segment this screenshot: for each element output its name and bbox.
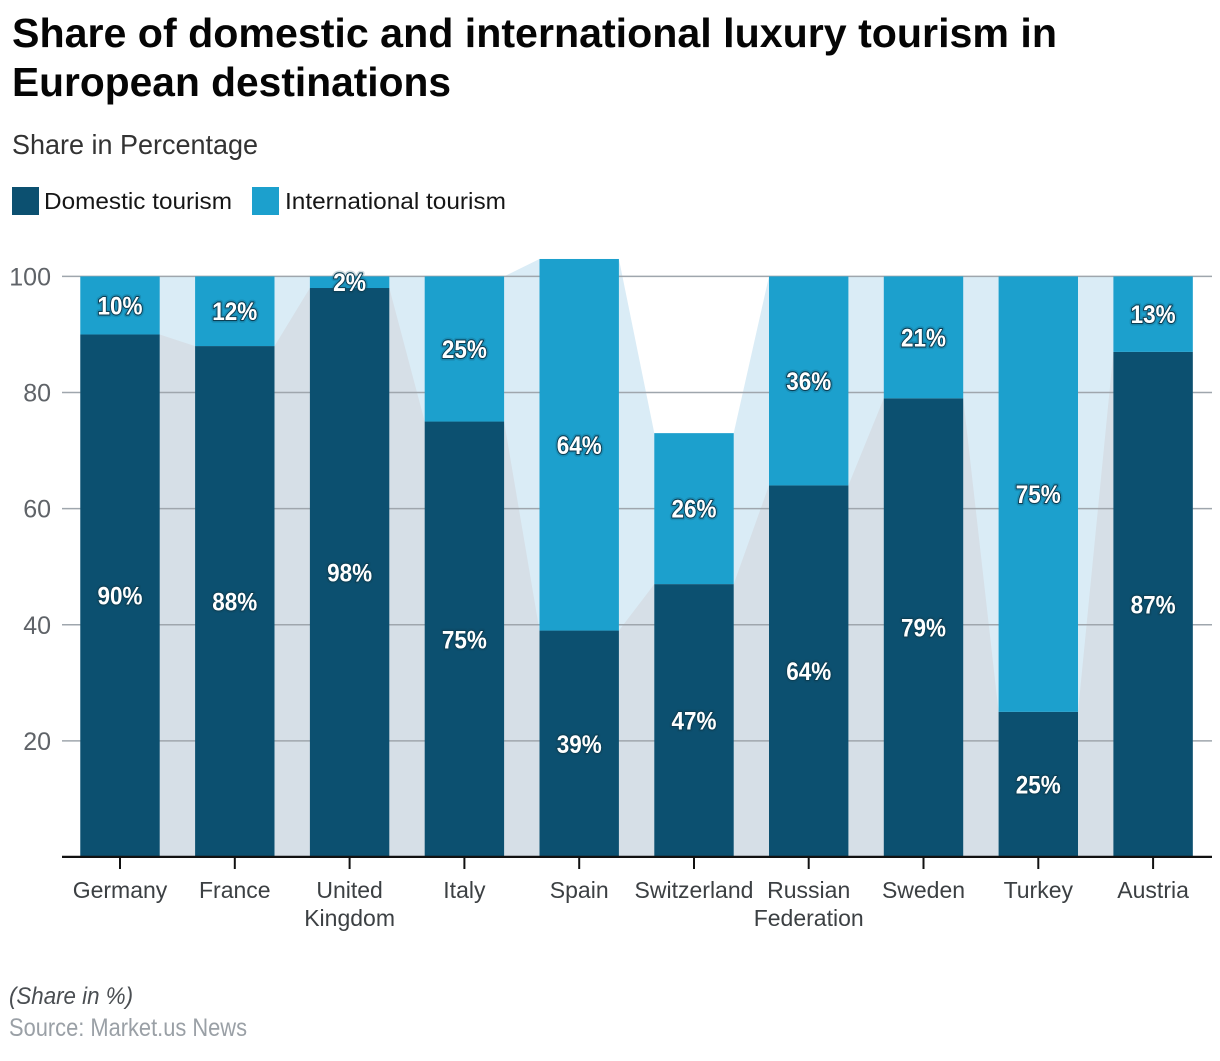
- svg-text:75%: 75%: [1016, 481, 1061, 509]
- svg-text:80: 80: [23, 380, 51, 408]
- svg-text:75%: 75%: [442, 626, 487, 654]
- svg-text:26%: 26%: [672, 496, 717, 524]
- svg-text:75%: 75%: [1016, 481, 1061, 509]
- svg-text:36%: 36%: [786, 368, 831, 396]
- svg-text:90%: 90%: [98, 583, 143, 611]
- svg-text:88%: 88%: [212, 589, 257, 617]
- svg-text:64%: 64%: [786, 658, 831, 686]
- svg-text:2%: 2%: [333, 269, 366, 297]
- svg-text:12%: 12%: [212, 298, 257, 326]
- svg-text:40: 40: [23, 612, 51, 640]
- svg-text:Spain: Spain: [550, 877, 609, 903]
- svg-text:64%: 64%: [557, 432, 602, 460]
- svg-text:47%: 47%: [672, 708, 717, 736]
- svg-text:Source: Market.us News: Source: Market.us News: [9, 1014, 247, 1042]
- svg-text:10%: 10%: [98, 292, 143, 320]
- svg-text:European destinations: European destinations: [12, 59, 451, 105]
- svg-text:39%: 39%: [557, 731, 602, 759]
- svg-text:(Share in %): (Share in %): [9, 983, 133, 1010]
- svg-text:87%: 87%: [1131, 591, 1176, 619]
- svg-text:60: 60: [23, 496, 51, 524]
- svg-text:Kingdom: Kingdom: [304, 905, 395, 931]
- svg-text:Switzerland: Switzerland: [635, 877, 754, 903]
- svg-text:Domestic tourism: Domestic tourism: [44, 188, 232, 214]
- svg-text:100: 100: [9, 263, 51, 291]
- svg-text:47%: 47%: [672, 708, 717, 736]
- svg-text:90%: 90%: [98, 583, 143, 611]
- svg-text:13%: 13%: [1131, 301, 1176, 329]
- svg-text:64%: 64%: [786, 658, 831, 686]
- svg-text:United: United: [316, 877, 382, 903]
- svg-text:25%: 25%: [442, 336, 487, 364]
- svg-text:Austria: Austria: [1117, 877, 1189, 903]
- svg-text:Share in Percentage: Share in Percentage: [12, 129, 258, 160]
- svg-text:Germany: Germany: [73, 877, 168, 903]
- svg-text:Russian: Russian: [767, 877, 850, 903]
- svg-text:98%: 98%: [327, 560, 372, 588]
- svg-text:39%: 39%: [557, 731, 602, 759]
- svg-text:Turkey: Turkey: [1004, 877, 1074, 903]
- svg-text:36%: 36%: [786, 368, 831, 396]
- svg-text:Federation: Federation: [754, 905, 864, 931]
- svg-text:64%: 64%: [557, 432, 602, 460]
- svg-text:79%: 79%: [901, 615, 946, 643]
- svg-text:21%: 21%: [901, 324, 946, 352]
- svg-text:13%: 13%: [1131, 301, 1176, 329]
- svg-text:98%: 98%: [327, 560, 372, 588]
- svg-text:Sweden: Sweden: [882, 877, 965, 903]
- svg-text:Italy: Italy: [443, 877, 486, 903]
- svg-text:12%: 12%: [212, 298, 257, 326]
- svg-text:25%: 25%: [1016, 771, 1061, 799]
- svg-text:Share of domestic and internat: Share of domestic and international luxu…: [12, 10, 1057, 56]
- svg-text:21%: 21%: [901, 324, 946, 352]
- svg-text:87%: 87%: [1131, 591, 1176, 619]
- svg-text:26%: 26%: [672, 496, 717, 524]
- svg-text:79%: 79%: [901, 615, 946, 643]
- svg-text:International tourism: International tourism: [285, 188, 506, 214]
- svg-text:25%: 25%: [1016, 771, 1061, 799]
- svg-text:10%: 10%: [98, 292, 143, 320]
- svg-text:France: France: [199, 877, 271, 903]
- svg-text:25%: 25%: [442, 336, 487, 364]
- svg-text:2%: 2%: [333, 269, 366, 297]
- svg-text:88%: 88%: [212, 589, 257, 617]
- svg-text:20: 20: [23, 728, 51, 756]
- svg-text:75%: 75%: [442, 626, 487, 654]
